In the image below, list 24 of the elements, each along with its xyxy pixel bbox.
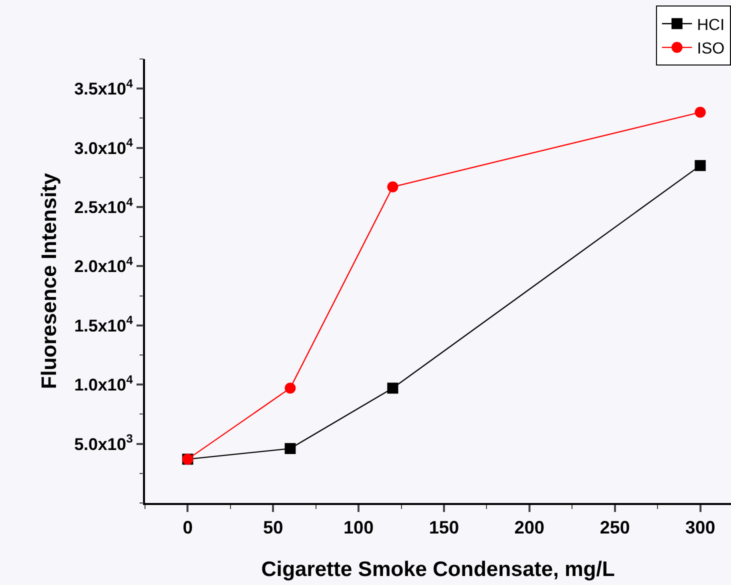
x-tick-label: 250 [600, 517, 630, 538]
point [284, 382, 296, 394]
y-axis-title: Fluoresence Intensity [38, 172, 61, 389]
x-axis-title: Cigarette Smoke Condensate, mg/L [261, 558, 615, 582]
point [387, 181, 398, 192]
x-tick-label: 200 [514, 517, 544, 538]
point [694, 106, 706, 118]
x-tick-label: 100 [344, 517, 374, 538]
x-tick-label: 300 [685, 517, 716, 538]
y-tick-label: 5.0x10$^{3}$ [74, 432, 134, 454]
legend-label: ISO [697, 40, 725, 58]
legend-label: HCI [697, 16, 725, 34]
point [284, 443, 296, 454]
x-tick-label: 0 [182, 517, 193, 538]
y-tick-label: 3.0x10$^{4}$ [74, 136, 134, 158]
y-tick-label: 3.5x10$^{4}$ [74, 76, 134, 99]
y-tick-label: 2.0x10$^{4}$ [74, 254, 134, 276]
y-tick-label: 2.5x10$^{4}$ [74, 194, 134, 217]
x-tick-label: 150 [428, 517, 460, 538]
y-tick-label: 1.5x10$^{4}$ [74, 313, 134, 336]
point [694, 160, 706, 172]
x-tick-label: 50 [263, 517, 284, 538]
y-tick-label: 1.0x10$^{4}$ [74, 372, 134, 395]
point [387, 382, 398, 394]
